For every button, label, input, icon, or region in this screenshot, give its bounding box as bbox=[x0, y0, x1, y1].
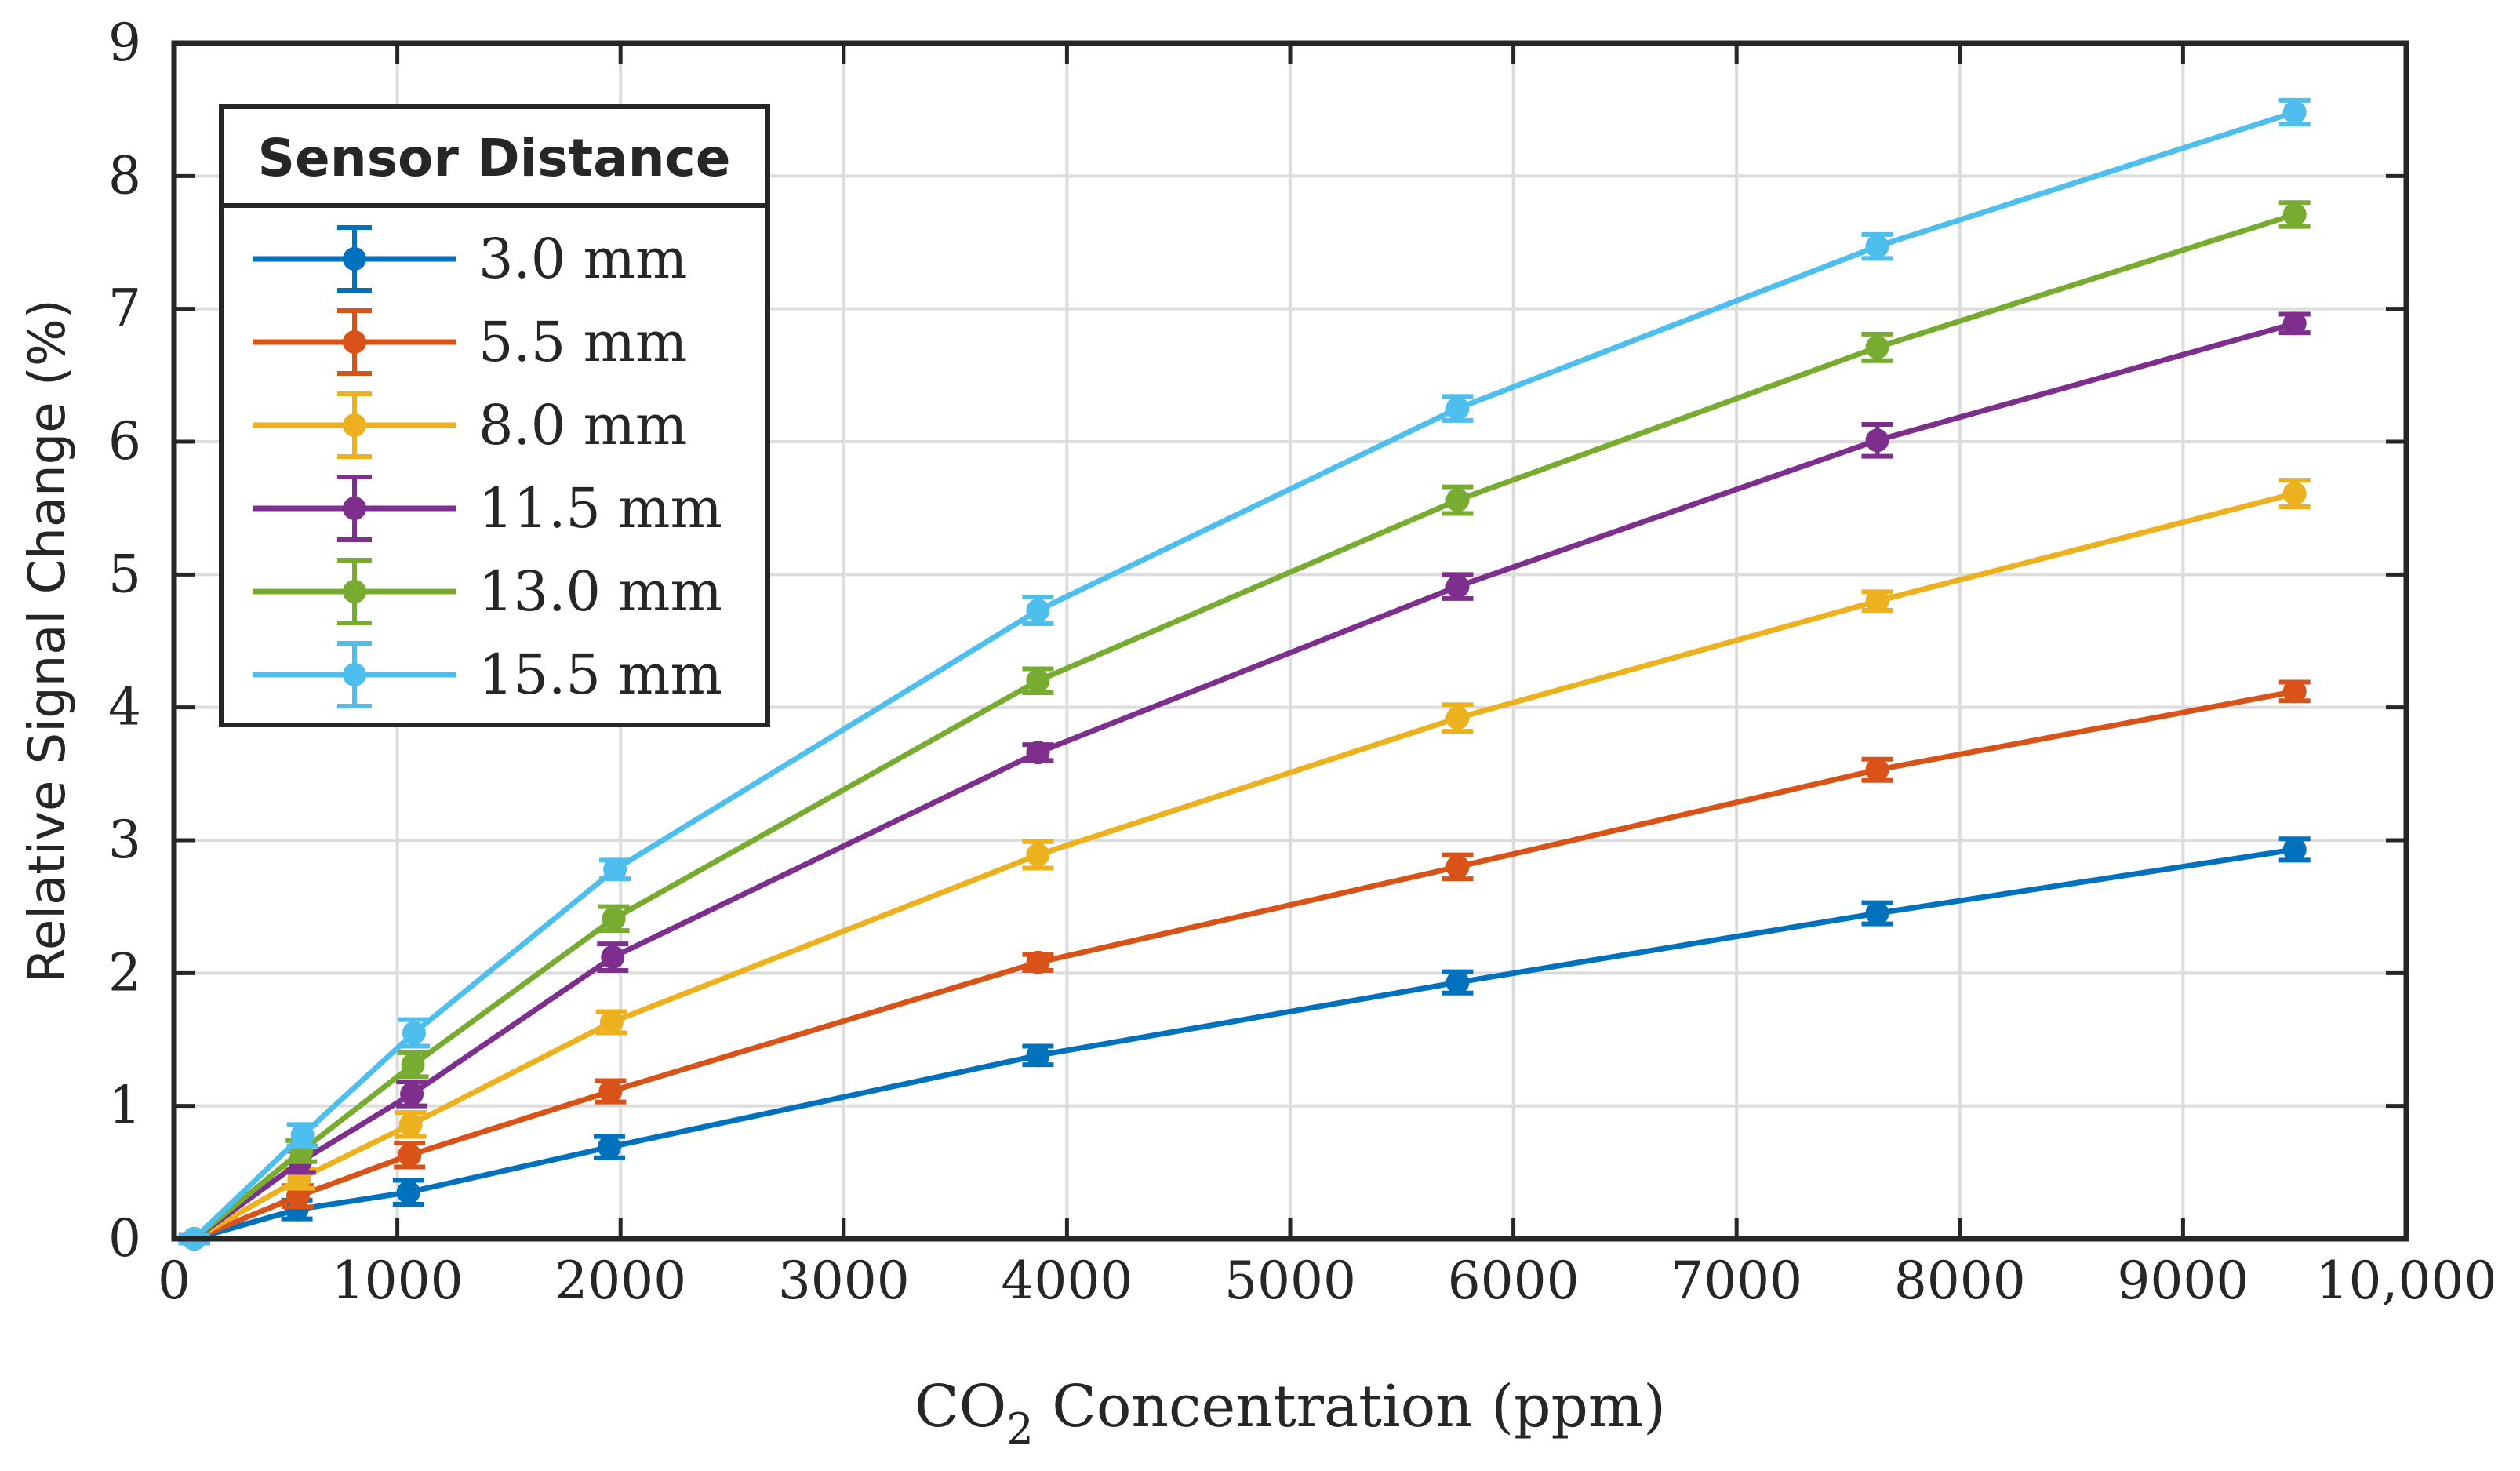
data-point bbox=[290, 1123, 315, 1147]
legend-label: 5.5 mm bbox=[478, 310, 687, 374]
x-tick-label: 2000 bbox=[555, 1251, 686, 1311]
y-tick-label: 8 bbox=[108, 145, 141, 206]
data-point bbox=[2282, 100, 2307, 125]
y-tick-label: 6 bbox=[108, 411, 141, 472]
data-point bbox=[1445, 574, 1470, 599]
legend-item: 8.0 mm bbox=[253, 391, 687, 459]
legend-swatch-marker bbox=[343, 580, 366, 603]
x-tick-label: 6000 bbox=[1448, 1251, 1580, 1311]
data-point bbox=[1026, 599, 1050, 623]
data-point bbox=[2282, 202, 2307, 227]
data-point bbox=[1445, 488, 1470, 512]
x-tick-label: 1000 bbox=[332, 1251, 464, 1311]
x-tick-label: 10,000 bbox=[2316, 1251, 2497, 1311]
y-tick-label: 2 bbox=[108, 942, 141, 1003]
x-tick-label: 7000 bbox=[1671, 1251, 1802, 1311]
data-point bbox=[602, 906, 626, 930]
x-tick-label: 4000 bbox=[1001, 1251, 1133, 1311]
legend-item: 11.5 mm bbox=[253, 475, 722, 542]
series-line bbox=[192, 490, 2296, 1242]
x-tick-label: 9000 bbox=[2117, 1251, 2249, 1311]
legend-swatch-marker bbox=[343, 247, 366, 271]
y-tick-label: 9 bbox=[108, 13, 141, 73]
data-point bbox=[398, 1143, 422, 1167]
legend: Sensor Distance 3.0 mm 5.5 mm 8.0 mm 11.5 m… bbox=[219, 104, 770, 727]
data-point bbox=[1865, 235, 1889, 259]
data-point bbox=[396, 1180, 420, 1204]
series-line bbox=[192, 212, 2296, 1241]
legend-item: 3.0 mm bbox=[253, 225, 687, 293]
x-tick-label: 5000 bbox=[1224, 1251, 1356, 1311]
y-axis-label: Relative Signal Change (%) bbox=[19, 299, 77, 983]
data-point bbox=[1865, 428, 1889, 453]
series-line bbox=[192, 109, 2296, 1241]
data-point bbox=[1445, 396, 1470, 421]
y-tick-label: 0 bbox=[108, 1208, 141, 1269]
data-point bbox=[1445, 854, 1470, 879]
data-point bbox=[601, 945, 625, 970]
legend-item: 13.0 mm bbox=[253, 558, 722, 625]
legend-swatch-marker bbox=[343, 413, 366, 437]
data-point bbox=[597, 1135, 621, 1160]
legend-label: 3.0 mm bbox=[478, 227, 687, 291]
series-line bbox=[193, 847, 2296, 1242]
data-point bbox=[401, 1053, 425, 1077]
series-line bbox=[192, 320, 2296, 1241]
data-point bbox=[1026, 843, 1050, 867]
data-point bbox=[398, 1112, 423, 1137]
x-axis-label: CO2 Concentration (ppm) bbox=[915, 1373, 1666, 1454]
legend-item: 15.5 mm bbox=[253, 641, 722, 708]
data-point bbox=[1026, 950, 1050, 974]
data-point bbox=[1865, 758, 1889, 782]
data-point bbox=[1026, 741, 1050, 765]
legend-swatch-marker bbox=[343, 330, 366, 354]
y-tick-label: 7 bbox=[108, 279, 141, 339]
series-line bbox=[193, 688, 2296, 1242]
data-point bbox=[2282, 311, 2307, 336]
legend-swatch-marker bbox=[343, 497, 366, 520]
y-tick-label: 3 bbox=[108, 810, 141, 870]
data-point bbox=[603, 857, 627, 882]
legend-box bbox=[219, 104, 770, 727]
legend-items: 3.0 mm 5.5 mm 8.0 mm 11.5 mm 13.0 mm 15.5 mm bbox=[253, 225, 722, 708]
y-tick-label: 5 bbox=[108, 544, 141, 604]
data-point bbox=[2282, 679, 2307, 704]
axis-ticks: 0 1000 2000 3000 4000 5000 6000 7000 8000 9000 10,… bbox=[108, 13, 2496, 1311]
legend-label: 13.0 mm bbox=[478, 559, 722, 624]
series-8-0-mm bbox=[178, 478, 2311, 1251]
legend-label: 15.5 mm bbox=[478, 643, 722, 707]
data-point bbox=[402, 1021, 426, 1045]
series-layer bbox=[178, 97, 2311, 1251]
data-point bbox=[599, 1010, 624, 1034]
data-point bbox=[1865, 901, 1889, 926]
legend-title: Sensor Distance bbox=[257, 128, 730, 188]
legend-label: 8.0 mm bbox=[478, 393, 687, 457]
data-point bbox=[2282, 482, 2307, 506]
data-point bbox=[2282, 837, 2307, 861]
series-15-5-mm bbox=[178, 97, 2311, 1251]
data-point bbox=[598, 1080, 623, 1104]
data-point bbox=[1026, 1043, 1050, 1068]
data-point bbox=[1445, 706, 1470, 730]
x-tick-label: 3000 bbox=[778, 1251, 910, 1311]
legend-label: 11.5 mm bbox=[478, 476, 722, 541]
data-point bbox=[1865, 589, 1889, 614]
x-tick-label: 0 bbox=[158, 1251, 191, 1311]
y-tick-label: 4 bbox=[108, 677, 141, 737]
x-tick-label: 8000 bbox=[1894, 1251, 2026, 1311]
data-point bbox=[1865, 335, 1889, 359]
y-tick-label: 1 bbox=[108, 1076, 141, 1136]
legend-swatch-marker bbox=[343, 663, 366, 686]
legend-item: 5.5 mm bbox=[253, 308, 687, 376]
data-point bbox=[1445, 970, 1470, 995]
data-point bbox=[400, 1082, 424, 1106]
data-point bbox=[1026, 668, 1050, 693]
